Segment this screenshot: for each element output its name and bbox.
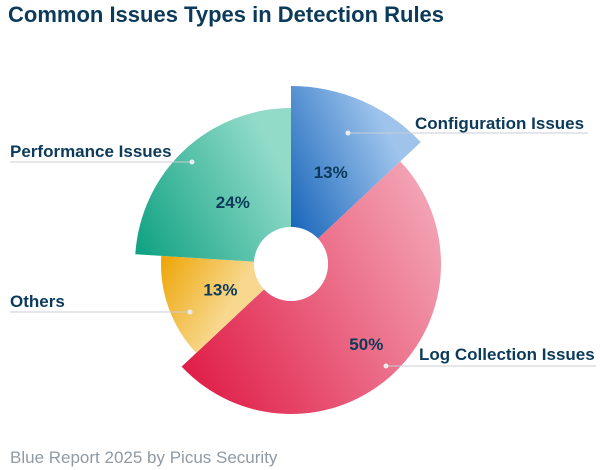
slice-label-log-collection: Log Collection Issues	[419, 345, 595, 364]
leader-dot-configuration	[345, 130, 351, 136]
donut-hole	[254, 227, 328, 301]
slice-performance	[135, 108, 291, 262]
slice-label-configuration: Configuration Issues	[415, 114, 584, 133]
slice-label-performance: Performance Issues	[10, 142, 172, 161]
slice-others	[161, 255, 265, 353]
slice-value-performance: 24%	[216, 193, 250, 212]
slice-value-configuration: 13%	[314, 163, 348, 182]
footer-source: Blue Report 2025 by Picus Security	[10, 448, 278, 467]
slice-value-log-collection: 50%	[349, 335, 383, 354]
slice-label-others: Others	[10, 292, 65, 311]
slice-log-collection	[181, 161, 441, 414]
leader-dot-others	[187, 309, 193, 315]
leader-dot-log-collection	[383, 363, 389, 369]
leader-dot-performance	[189, 159, 195, 165]
slice-configuration	[291, 86, 421, 239]
chart-title: Common Issues Types in Detection Rules	[8, 2, 445, 27]
slice-value-others: 13%	[203, 280, 237, 299]
